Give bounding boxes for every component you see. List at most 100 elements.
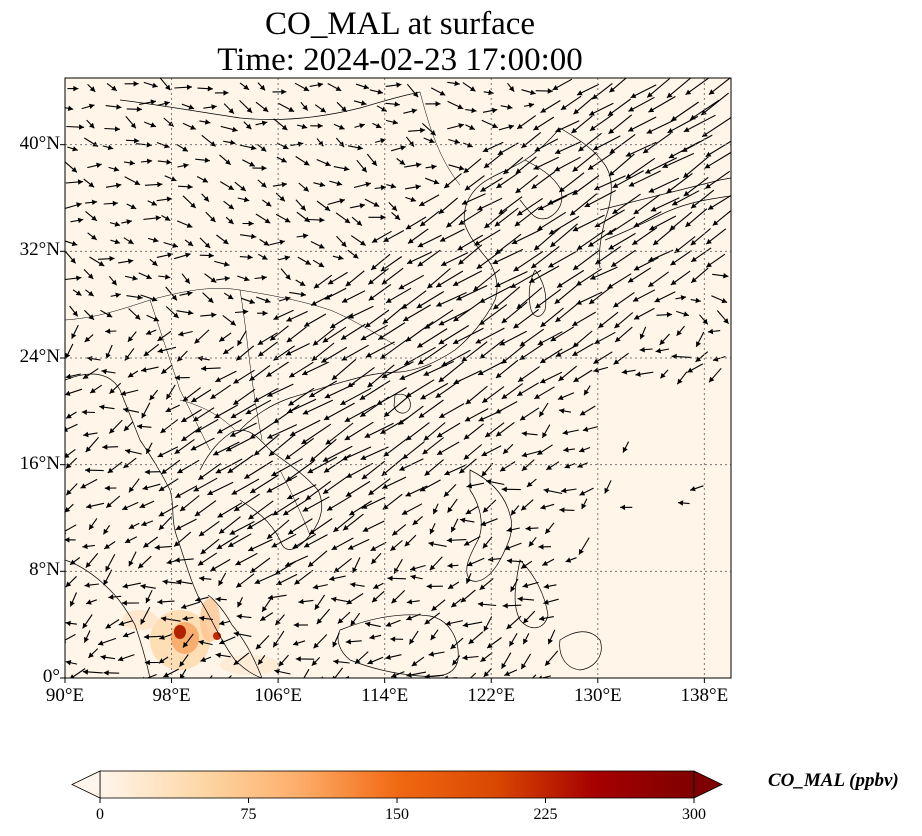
wind-vector-head — [345, 280, 352, 287]
wind-vector-head — [447, 562, 453, 569]
wind-vector-head — [159, 524, 165, 530]
wind-vector-head — [377, 89, 383, 95]
wind-vector — [405, 379, 435, 398]
wind-vector-head — [258, 351, 264, 357]
wind-vector-head — [517, 596, 523, 602]
wind-vector-head — [439, 90, 446, 96]
wind-vector — [383, 395, 410, 418]
wind-vector-head — [86, 599, 92, 605]
wind-vector-head — [691, 256, 697, 262]
wind-vector-head — [417, 242, 424, 248]
wind-vector-head — [428, 138, 435, 144]
wind-vector-head — [309, 529, 315, 535]
wind-vector-head — [83, 431, 89, 438]
wind-vector-head — [214, 413, 221, 418]
wind-vector-head — [420, 221, 426, 227]
wind-vector — [269, 677, 271, 678]
wind-vector-head — [81, 409, 87, 415]
wind-vector-head — [76, 275, 82, 281]
wind-vector — [572, 151, 597, 173]
wind-vector-head — [247, 254, 253, 260]
wind-vector-head — [639, 333, 645, 340]
wind-vector-head — [444, 182, 450, 189]
wind-vector-head — [557, 394, 564, 400]
wind-vector-head — [381, 106, 387, 112]
wind-vector-head — [433, 179, 440, 185]
wind-vector — [608, 232, 636, 250]
wind-vector-head — [84, 336, 91, 342]
colorbar-tick-label: 0 — [96, 806, 104, 823]
colorbar-tick-label: 75 — [240, 806, 257, 823]
wind-vector-head — [483, 671, 490, 677]
wind-vector-head — [65, 390, 71, 396]
wind-vector-head — [345, 639, 351, 645]
wind-vector-head — [396, 82, 402, 88]
wind-vector-head — [438, 339, 445, 345]
wind-vector-head — [453, 339, 459, 344]
wind-vector-head — [174, 375, 180, 381]
wind-vector-head — [576, 299, 582, 305]
wind-vector — [534, 288, 562, 309]
wind-vector-head — [666, 311, 672, 318]
wind-vector-head — [518, 376, 524, 382]
wind-vector-head — [154, 544, 160, 551]
wind-vector — [556, 269, 585, 288]
wind-vector-head — [540, 321, 547, 327]
wind-vector — [324, 383, 356, 399]
wind-vector-head — [340, 400, 346, 405]
wind-vector-head — [259, 84, 266, 91]
wind-vector-head — [267, 433, 273, 439]
wind-vector-head — [171, 294, 177, 301]
wind-vector-head — [216, 544, 223, 549]
wind-vector-head — [507, 104, 513, 110]
wind-vector — [438, 308, 471, 326]
wind-vector — [424, 309, 454, 330]
wind-vector-head — [317, 82, 324, 88]
wind-vector-head — [195, 596, 201, 602]
wind-vector-head — [307, 468, 314, 474]
wind-vector-head — [584, 202, 591, 207]
wind-vector-head — [533, 125, 540, 131]
wind-vector-head — [283, 510, 289, 516]
wind-vector-head — [219, 639, 225, 645]
wind-vector-head — [319, 217, 325, 223]
colorbar-extend-high — [693, 770, 723, 799]
wind-vector-head — [431, 164, 437, 170]
wind-vector-head — [322, 456, 329, 462]
wind-vector — [700, 92, 729, 116]
wind-vector-head — [336, 180, 343, 186]
wind-vector-head — [175, 492, 181, 498]
wind-vector-head — [501, 486, 507, 493]
wind-vector-head — [233, 631, 240, 637]
wind-vector-head — [98, 640, 104, 646]
wind-vector-head — [279, 239, 285, 245]
wind-vector-head — [521, 663, 527, 670]
wind-vector-head — [342, 297, 348, 303]
wind-vector-head — [410, 565, 416, 572]
wind-vector — [548, 250, 579, 268]
wind-vector-head — [438, 376, 445, 383]
wind-vector-head — [304, 542, 310, 548]
wind-vector-head — [152, 82, 158, 88]
wind-vector-head — [381, 373, 388, 378]
wind-vector-head — [683, 311, 689, 317]
wind-vector — [344, 404, 376, 423]
colorbar-title: CO_MAL (ppbv) — [768, 770, 899, 791]
wind-vector-head — [302, 409, 309, 415]
wind-vector-head — [683, 190, 690, 197]
wind-vector-head — [572, 226, 579, 232]
wind-vector-head — [584, 389, 589, 396]
wind-vector-head — [285, 296, 291, 302]
wind-vector-head — [355, 658, 361, 664]
wind-vector-head — [79, 124, 85, 130]
wind-vector-head — [430, 130, 436, 136]
wind-vector-head — [534, 393, 540, 399]
wind-vector — [331, 358, 357, 381]
wind-vector-head — [438, 320, 445, 326]
wind-vector-head — [466, 577, 471, 584]
wind-vector-head — [392, 119, 398, 125]
wind-vector — [284, 437, 315, 460]
wind-vector — [359, 396, 390, 418]
wind-vector-head — [182, 615, 188, 622]
wind-vector-head — [338, 254, 344, 261]
